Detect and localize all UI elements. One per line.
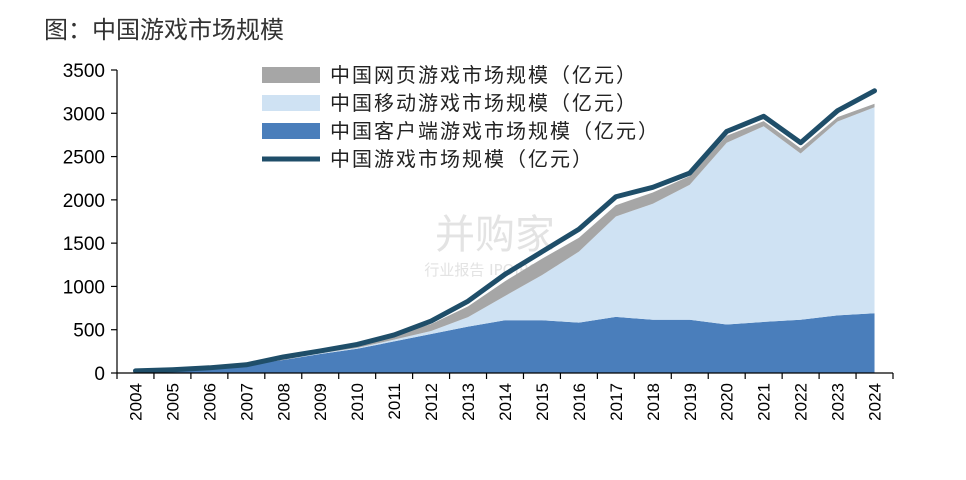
y-tick-label: 1000 (63, 277, 105, 298)
legend-swatch-client (262, 123, 320, 139)
x-tick-label: 2011 (385, 383, 404, 420)
legend-swatch-web (262, 67, 320, 83)
watermark-main: 并购家 (435, 212, 555, 258)
legend-label: 中国网页游戏市场规模（亿元） (330, 63, 638, 87)
x-tick-label: 2017 (607, 383, 626, 421)
x-tick-label: 2007 (237, 383, 256, 421)
x-tick-label: 2021 (755, 383, 774, 421)
y-tick-label: 0 (94, 364, 105, 385)
x-tick-label: 2019 (681, 383, 700, 421)
x-tick-label: 2014 (496, 383, 515, 421)
x-tick-label: 2006 (200, 383, 219, 421)
area-client (135, 313, 875, 373)
x-tick-label: 2023 (829, 383, 848, 421)
x-tick-label: 2004 (126, 383, 145, 421)
y-tick-label: 1500 (63, 234, 105, 255)
x-tick-label: 2018 (644, 383, 663, 421)
x-tick-label: 2024 (866, 383, 885, 421)
y-tick-label: 3000 (63, 104, 105, 125)
figure-title: 图：中国游戏市场规模 (44, 16, 284, 44)
x-tick-label: 2005 (163, 383, 182, 421)
y-tick-label: 2500 (63, 148, 105, 169)
x-tick-label: 2013 (459, 383, 478, 421)
legend-swatch-mobile (262, 95, 320, 111)
total-market-line (132, 88, 878, 374)
area-mobile (135, 107, 875, 371)
y-tick-label: 3500 (63, 61, 105, 82)
x-tick-label: 2009 (311, 383, 330, 421)
legend-label: 中国客户端游戏市场规模（亿元） (330, 119, 660, 143)
y-tick-label: 500 (73, 321, 105, 342)
legend-label: 中国游戏市场规模（亿元） (330, 147, 594, 171)
x-tick-label: 2010 (348, 383, 367, 421)
legend-label: 中国移动游戏市场规模（亿元） (330, 91, 638, 115)
y-tick-label: 2000 (63, 191, 105, 212)
x-tick-label: 2020 (718, 383, 737, 421)
x-tick-label: 2022 (792, 383, 811, 421)
x-tick-label: 2015 (533, 383, 552, 421)
x-tick-label: 2012 (422, 383, 441, 421)
x-tick-label: 2008 (274, 383, 293, 421)
x-tick-label: 2016 (570, 383, 589, 421)
